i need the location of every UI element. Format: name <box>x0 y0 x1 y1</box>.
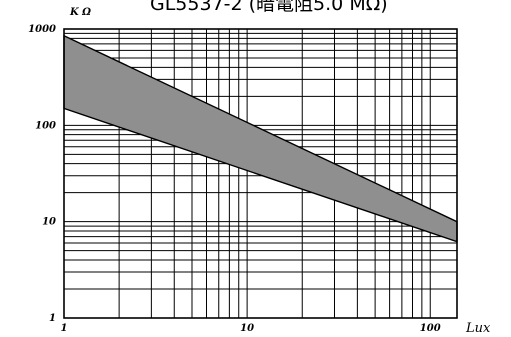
x-axis-unit: Lux <box>465 321 491 336</box>
x-tick-label: 100 <box>420 323 441 334</box>
x-tick-label: 1 <box>61 323 68 334</box>
resistance-range-band <box>64 36 457 242</box>
y-tick-label: 1000 <box>28 24 56 35</box>
y-tick-label: 1 <box>49 313 56 324</box>
chart-title: GL5537-2 (暗電阻5.0 MΩ) <box>150 0 388 15</box>
y-tick-labels: 1000 100 10 1 <box>28 24 56 324</box>
y-tick-label: 100 <box>35 120 56 131</box>
y-axis-unit: K Ω <box>69 7 91 18</box>
x-tick-labels: 1 10 100 <box>61 323 441 334</box>
y-tick-label: 10 <box>42 217 56 228</box>
x-tick-label: 10 <box>240 323 254 334</box>
